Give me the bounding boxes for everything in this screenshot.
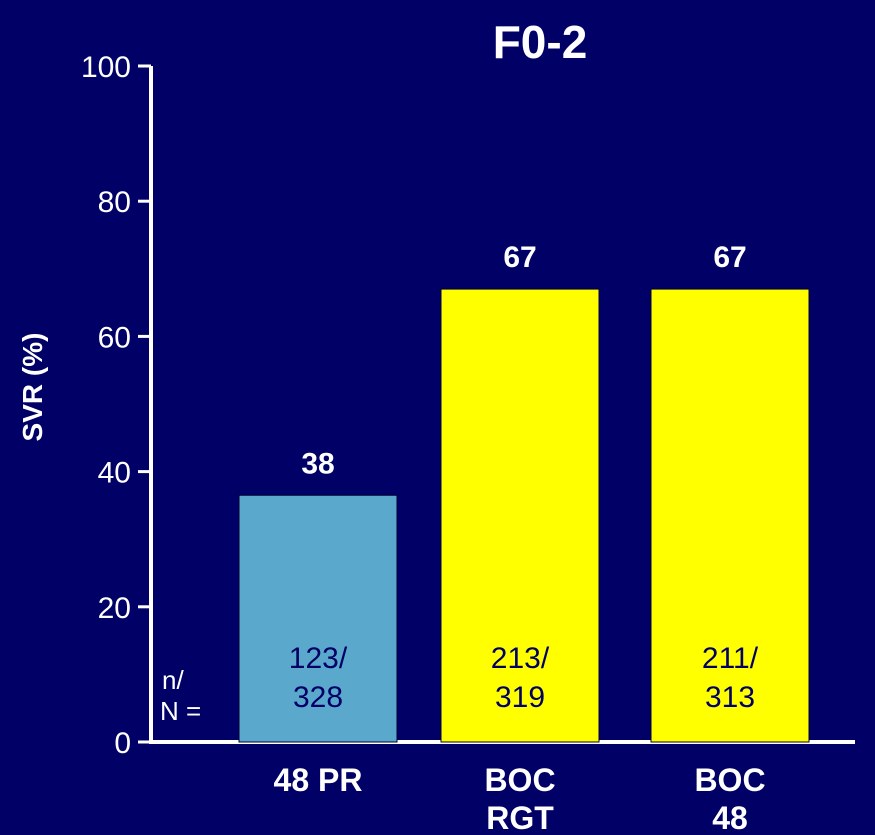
category-label-2-0: BOC: [694, 762, 765, 798]
chart-title: F0-2: [493, 16, 588, 68]
y-tick-label-80: 80: [98, 186, 131, 219]
y-tick-label-40: 40: [98, 457, 131, 490]
count-label-0-0: 123/: [289, 642, 348, 675]
y-axis-label: SVR (%): [17, 333, 48, 442]
bar-2: [650, 288, 810, 743]
value-label-2: 67: [713, 241, 746, 274]
y-tick-label-20: 20: [98, 592, 131, 625]
category-label-2-1: 48: [712, 800, 748, 835]
value-label-1: 67: [503, 241, 536, 274]
count-label-2-0: 211/: [702, 642, 759, 675]
y-tick-label-0: 0: [114, 727, 131, 760]
category-label-1-1: RGT: [486, 800, 554, 835]
count-label-1-0: 213/: [491, 642, 550, 675]
counts-label-n: n/: [162, 665, 184, 695]
y-tick-label-100: 100: [81, 51, 131, 84]
count-label-2-1: 313: [705, 681, 755, 714]
bar-0: [238, 494, 398, 743]
value-label-0: 38: [301, 447, 334, 480]
category-label-0-0: 48 PR: [274, 762, 363, 798]
bar-1: [440, 288, 600, 743]
count-label-0-1: 328: [293, 681, 343, 714]
counts-label-N: N =: [160, 696, 201, 726]
category-label-1-0: BOC: [484, 762, 555, 798]
count-label-1-1: 319: [495, 681, 545, 714]
y-tick-label-60: 60: [98, 321, 131, 354]
